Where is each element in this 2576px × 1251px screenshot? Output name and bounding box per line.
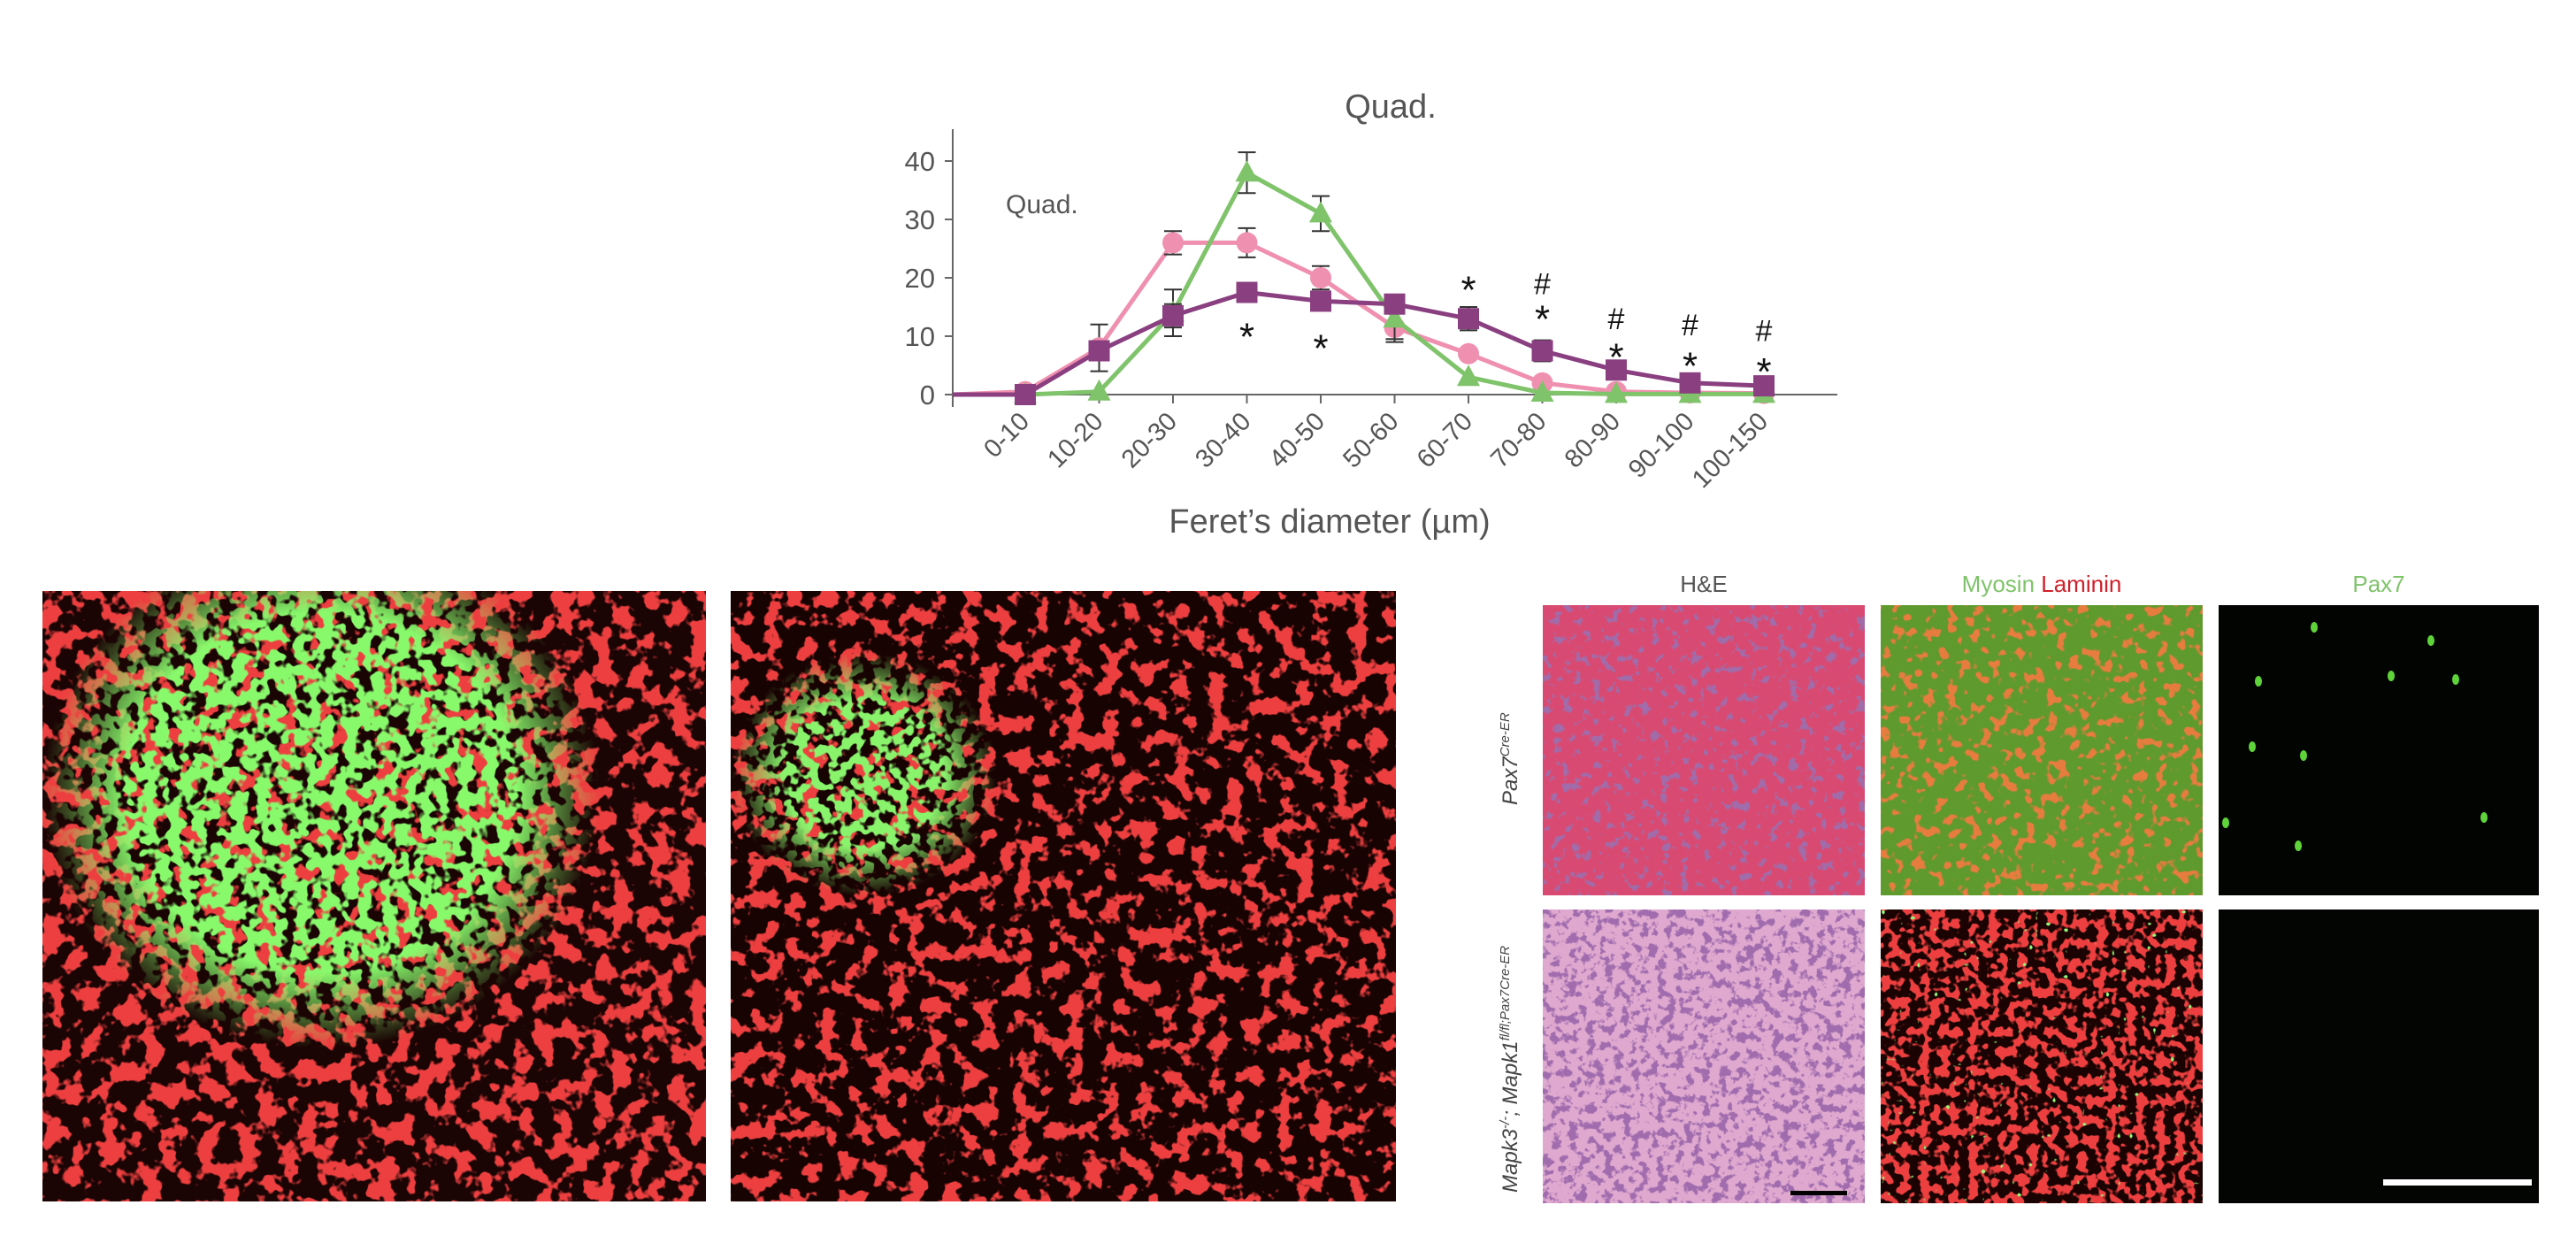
pax7-nucleus (2388, 671, 2395, 681)
data-point (1605, 381, 1628, 403)
significance-mark: * (1608, 336, 1623, 380)
column-header-myosin-laminin: Myosin Laminin (1881, 571, 2203, 598)
x-tick-label: 70-80 (1485, 407, 1552, 473)
data-point (1530, 380, 1554, 403)
he-stain-mapk (1543, 909, 1865, 1203)
data-point (1235, 160, 1259, 182)
data-point (1309, 201, 1332, 223)
data-point (1310, 290, 1331, 312)
data-point (1679, 372, 1701, 394)
data-point (1087, 379, 1111, 401)
pax7-nucleus (2222, 817, 2229, 828)
x-tick-label: 10-20 (1042, 407, 1108, 473)
row-label-pax7-cre-er: Pax7Cre-ER (1498, 712, 1522, 805)
data-point (1457, 365, 1480, 387)
significance-mark: * (1313, 327, 1328, 371)
series-triangle (953, 151, 1775, 403)
x-axis-label: Feret’s diameter (µm) (1169, 503, 1490, 541)
data-point (1458, 308, 1479, 330)
significance-mark: # (1608, 303, 1625, 336)
chart-inset-label: Quad. (1006, 190, 1078, 219)
y-tick-label: 10 (905, 321, 935, 352)
x-tick-label: 60-70 (1412, 407, 1478, 473)
series-line (953, 170, 1764, 397)
pax7-nucleus (2452, 674, 2459, 685)
data-point (1606, 359, 1627, 381)
x-tick-label: 50-60 (1338, 407, 1404, 473)
data-point (1162, 304, 1184, 326)
pax7-nucleus (2295, 840, 2302, 851)
x-tick-label: 80-90 (1560, 407, 1626, 473)
x-tick-label: 30-40 (1190, 407, 1256, 473)
data-point (1458, 342, 1479, 365)
data-point (1236, 281, 1258, 303)
series-line (953, 290, 1765, 397)
myosin-laminin-mapk (1881, 909, 2203, 1203)
data-point (1384, 293, 1406, 315)
data-point (1162, 232, 1184, 254)
pax7-nucleus (2255, 676, 2262, 687)
y-tick-label: 40 (905, 146, 935, 177)
data-point (1015, 384, 1036, 405)
myosin-laminin-pax7 (1881, 605, 2203, 895)
column-header-he: H&E (1680, 571, 1728, 597)
chart-title: Quad. (1345, 88, 1437, 126)
significance-mark: * (1535, 298, 1550, 342)
micrograph-left-1 (42, 591, 706, 1201)
data-point (1088, 340, 1110, 362)
he-stain-pax7 (1543, 605, 1865, 895)
data-point (1753, 375, 1775, 397)
feret-diameter-chart: Quad. Quad. 0 10 20 30 40 0-10 10-20 20-30 30-4… (905, 88, 1837, 541)
data-point (1383, 306, 1407, 328)
pax7-nucleus (2427, 635, 2434, 646)
pax7-nucleus (2249, 741, 2256, 752)
significance-mark: # (1534, 268, 1551, 302)
x-tick-label: 0-10 (978, 407, 1035, 464)
significance-mark: * (1683, 344, 1698, 388)
pax7-nucleus (2300, 750, 2307, 761)
significance-mark: # (1756, 314, 1773, 348)
row-label-mapk-knockout: Mapk3-/-; Mapk1fl/fl;Pax7Cre-ER (1498, 945, 1522, 1193)
y-tick-label: 20 (905, 263, 935, 294)
x-tick-label: 20-30 (1116, 407, 1183, 473)
series-square (953, 281, 1775, 405)
pax7-nucleus (2311, 622, 2318, 633)
y-tick-label: 30 (905, 204, 935, 235)
micrograph-left-2 (731, 591, 1396, 1201)
x-tick-label: 100-150 (1687, 407, 1774, 494)
significance-mark: * (1460, 269, 1476, 312)
data-point (1531, 340, 1553, 362)
pax7-stain-mapk (2219, 909, 2539, 1203)
y-tick-label: 0 (920, 380, 935, 411)
x-tick-label: 40-50 (1264, 407, 1330, 473)
column-header-pax7: Pax7 (2352, 571, 2405, 597)
pax7-stain-pax7 (2219, 605, 2539, 895)
significance-mark: * (1239, 315, 1254, 358)
label-myosin: Myosin (1961, 571, 2036, 597)
significance-mark: # (1682, 309, 1698, 342)
data-point (1310, 267, 1331, 288)
significance-mark: * (1756, 350, 1771, 394)
pax7-nucleus (2480, 812, 2488, 823)
data-point (1236, 232, 1258, 254)
label-laminin: Laminin (2041, 571, 2122, 597)
